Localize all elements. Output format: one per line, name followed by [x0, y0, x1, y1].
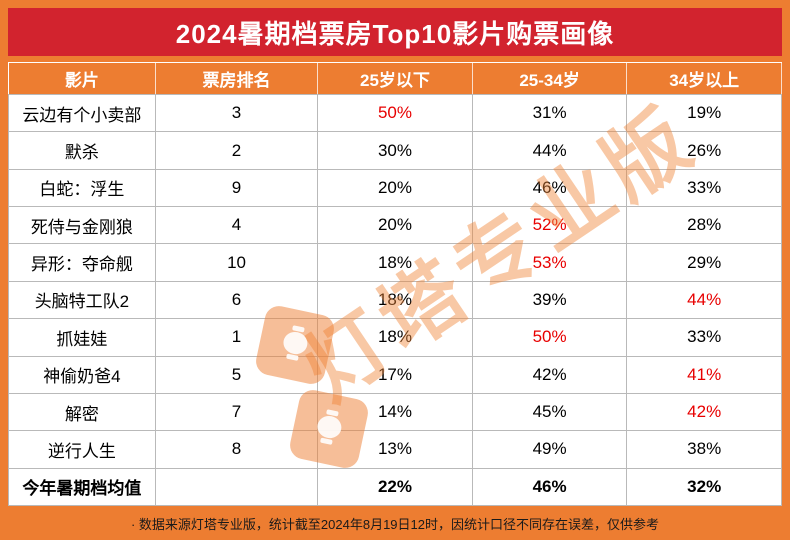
percent-cell: 42%: [471, 355, 628, 394]
table-row: 白蛇：浮生 9 20% 46% 33%: [8, 168, 782, 208]
rank-cell: 2: [154, 131, 319, 170]
film-name-cell: 默杀: [8, 131, 156, 170]
summary-rank-cell: [154, 467, 319, 507]
percent-cell: 44%: [626, 280, 782, 320]
film-name-cell: 逆行人生: [8, 430, 156, 469]
percent-cell: 18%: [317, 280, 473, 320]
film-name-cell: 头脑特工队2: [8, 280, 156, 320]
percent-cell: 17%: [317, 355, 473, 394]
data-table: 影片 票房排名 25岁以下 25-34岁 34岁以上 云边有个小卖部 3 50% 31…: [8, 62, 782, 507]
percent-cell: 19%: [626, 93, 782, 133]
table-row: 云边有个小卖部 3 50% 31% 19%: [8, 93, 782, 133]
summary-row: 今年暑期档均值 22% 46% 32%: [8, 467, 782, 507]
rank-cell: 7: [154, 392, 319, 432]
table-row: 抓娃娃 1 18% 50% 33%: [8, 318, 782, 357]
rank-cell: 3: [154, 93, 319, 133]
rank-cell: 6: [154, 280, 319, 320]
percent-cell: 20%: [317, 168, 473, 208]
percent-cell: 14%: [317, 392, 473, 432]
film-name-cell: 云边有个小卖部: [8, 93, 156, 133]
table-row: 异形：夺命舰 10 18% 53% 29%: [8, 243, 782, 282]
table-wrap: 影片 票房排名 25岁以下 25-34岁 34岁以上 云边有个小卖部 3 50% 31…: [8, 62, 782, 507]
column-header-over34: 34岁以上: [626, 62, 782, 95]
percent-cell: 44%: [471, 131, 628, 170]
percent-cell: 20%: [317, 206, 473, 245]
column-header-25to34: 25-34岁: [471, 62, 628, 95]
film-name-cell: 神偷奶爸4: [8, 355, 156, 394]
rank-cell: 10: [154, 243, 319, 282]
percent-cell: 50%: [471, 318, 628, 357]
film-name-cell: 解密: [8, 392, 156, 432]
table-row: 死侍与金刚狼 4 20% 52% 28%: [8, 206, 782, 245]
percent-cell: 29%: [626, 243, 782, 282]
percent-cell: 53%: [471, 243, 628, 282]
percent-cell: 26%: [626, 131, 782, 170]
rank-cell: 5: [154, 355, 319, 394]
table-row: 头脑特工队2 6 18% 39% 44%: [8, 280, 782, 320]
percent-cell: 45%: [471, 392, 628, 432]
percent-cell: 39%: [471, 280, 628, 320]
percent-cell: 33%: [626, 168, 782, 208]
summary-percent-cell: 46%: [471, 467, 628, 507]
column-header-rank: 票房排名: [154, 62, 319, 95]
summary-percent-cell: 22%: [317, 467, 473, 507]
title-bar: 2024暑期档票房Top10影片购票画像: [8, 8, 782, 56]
percent-cell: 46%: [471, 168, 628, 208]
percent-cell: 13%: [317, 430, 473, 469]
percent-cell: 38%: [626, 430, 782, 469]
rank-cell: 8: [154, 430, 319, 469]
table-row: 逆行人生 8 13% 49% 38%: [8, 430, 782, 469]
page-title: 2024暑期档票房Top10影片购票画像: [175, 18, 615, 49]
footnote: · 数据来源灯塔专业版，统计截至2024年8月19日12时，因统计口径不同存在误…: [130, 516, 659, 532]
table-body: 云边有个小卖部 3 50% 31% 19% 默杀 2 30% 44% 26% 白蛇：浮生 9 20% 46…: [8, 93, 782, 507]
film-name-cell: 异形：夺命舰: [8, 243, 156, 282]
column-header-under25: 25岁以下: [317, 62, 473, 95]
percent-cell: 18%: [317, 318, 473, 357]
percent-cell: 28%: [626, 206, 782, 245]
percent-cell: 50%: [317, 93, 473, 133]
table-row: 神偷奶爸4 5 17% 42% 41%: [8, 355, 782, 394]
column-header-film: 影片: [8, 62, 156, 95]
percent-cell: 33%: [626, 318, 782, 357]
rank-cell: 1: [154, 318, 319, 357]
rank-cell: 9: [154, 168, 319, 208]
percent-cell: 30%: [317, 131, 473, 170]
summary-percent-cell: 32%: [626, 467, 782, 507]
table-row: 默杀 2 30% 44% 26%: [8, 131, 782, 170]
percent-cell: 31%: [471, 93, 628, 133]
header-row: 影片 票房排名 25岁以下 25-34岁 34岁以上: [8, 62, 782, 95]
film-name-cell: 抓娃娃: [8, 318, 156, 357]
percent-cell: 52%: [471, 206, 628, 245]
percent-cell: 41%: [626, 355, 782, 394]
table-row: 解密 7 14% 45% 42%: [8, 392, 782, 432]
percent-cell: 49%: [471, 430, 628, 469]
percent-cell: 18%: [317, 243, 473, 282]
summary-label-cell: 今年暑期档均值: [8, 467, 156, 507]
film-name-cell: 白蛇：浮生: [8, 168, 156, 208]
rank-cell: 4: [154, 206, 319, 245]
film-name-cell: 死侍与金刚狼: [8, 206, 156, 245]
percent-cell: 42%: [626, 392, 782, 432]
